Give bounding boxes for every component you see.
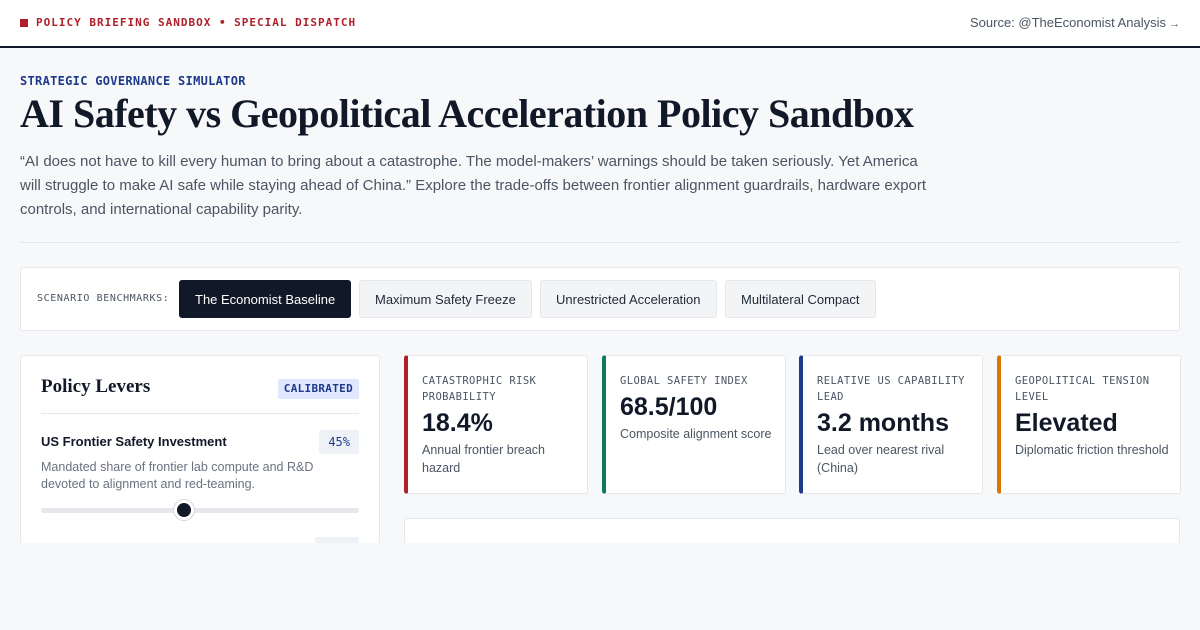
brand: POLICY BRIEFING SANDBOX • SPECIAL DISPAT… [20, 16, 356, 29]
safety-investment-slider-thumb[interactable] [174, 500, 195, 520]
kpi-label: GLOBAL SAFETY INDEX [620, 375, 748, 387]
scenario-maximum-safety-freeze-button[interactable]: Maximum Safety Freeze [359, 280, 532, 318]
kpi-label: GEOPOLITICAL TENSION LEVEL [1015, 375, 1150, 403]
scenario-multilateral-compact-button[interactable]: Multilateral Compact [725, 280, 876, 318]
kpi-subtext: Lead over nearest rival (China) [817, 443, 945, 475]
policy-levers-title: Policy Levers [41, 376, 151, 397]
kpi-value: 3.2 months [817, 409, 949, 437]
source-label: Source: @TheEconomist Analysis [969, 15, 1166, 30]
page-fold-area [0, 543, 1200, 630]
kpi-subtext: Annual frontier breach hazard [422, 443, 545, 475]
lever-description: Mandated share of frontier lab compute a… [41, 460, 314, 491]
kpi-card-us-capability-lead: RELATIVE US CAPABILITY LEAD 3.2 months L… [799, 355, 983, 494]
page-description: “AI does not have to kill every human to… [20, 153, 927, 218]
kpi-card-geopolitical-tension: GEOPOLITICAL TENSION LEVEL Elevated Dipl… [997, 355, 1181, 494]
kpi-value: 18.4% [422, 409, 493, 437]
kpi-card-catastrophic-risk: CATASTROPHIC RISK PROBABILITY 18.4% Annu… [404, 355, 588, 494]
source-link[interactable]: Source: @TheEconomist Analysis → [970, 15, 1180, 30]
kpi-value: 68.5/100 [620, 393, 718, 421]
eyebrow: STRATEGIC GOVERNANCE SIMULATOR [20, 74, 246, 88]
kpi-card-global-safety-index: GLOBAL SAFETY INDEX 68.5/100 Composite a… [602, 355, 786, 494]
brand-square-icon [20, 18, 28, 27]
brand-label: POLICY BRIEFING SANDBOX • SPECIAL DISPAT… [36, 16, 357, 29]
lever-label: US Frontier Safety Investment [41, 434, 227, 449]
kpi-label: RELATIVE US CAPABILITY LEAD [817, 375, 965, 403]
scenario-unrestricted-acceleration-button[interactable]: Unrestricted Acceleration [540, 280, 717, 318]
kpi-value: Elevated [1015, 409, 1118, 437]
next-lever-value-badge [315, 537, 359, 547]
page-title: AI Safety vs Geopolitical Acceleration P… [20, 91, 914, 136]
safety-investment-slider-track[interactable] [41, 508, 359, 513]
benchmarks-label: SCENARIO BENCHMARKS: [37, 293, 170, 304]
scenario-economist-baseline-button[interactable]: The Economist Baseline [179, 280, 352, 318]
scenario-benchmarks-bar: SCENARIO BENCHMARKS: The Economist Basel… [20, 267, 1180, 331]
top-bar: POLICY BRIEFING SANDBOX • SPECIAL DISPAT… [0, 0, 1200, 48]
lever-value-badge: 45% [319, 430, 359, 454]
divider [20, 242, 1180, 243]
calibrated-badge: CALIBRATED [277, 379, 359, 399]
kpi-label: CATASTROPHIC RISK PROBABILITY [422, 375, 537, 403]
kpi-subtext: Diplomatic friction threshold [1015, 443, 1169, 457]
arrow-right-icon: → [1169, 18, 1180, 30]
kpi-subtext: Composite alignment score [620, 427, 772, 441]
levers-divider [41, 413, 359, 414]
